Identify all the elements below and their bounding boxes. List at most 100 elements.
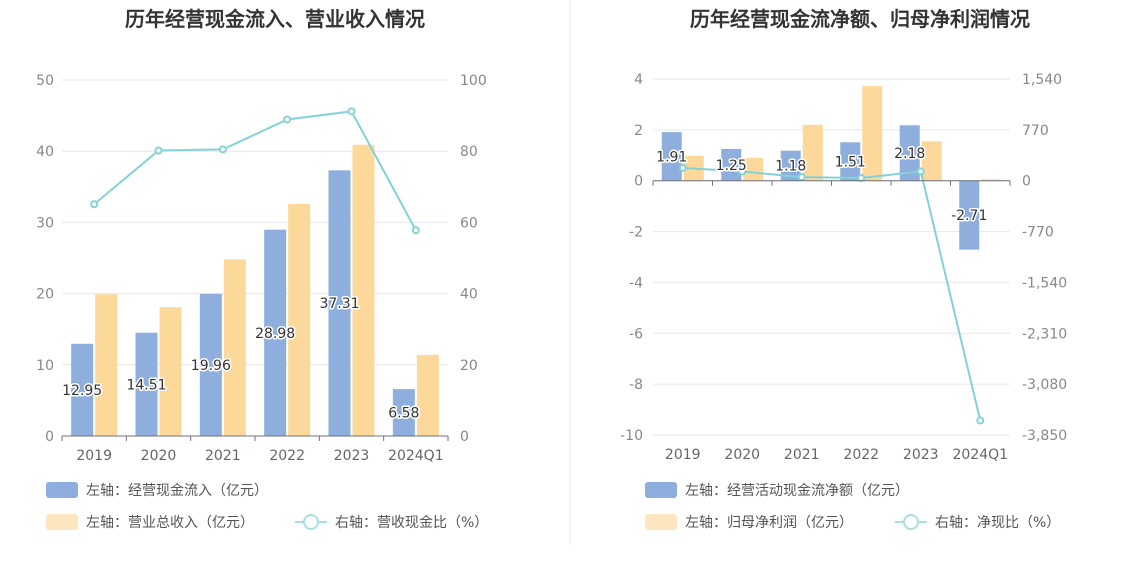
bar-data-label: 1.91 — [656, 149, 687, 165]
right-axis-tick-label: 0 — [1022, 174, 1031, 190]
right-axis-tick-label: 80 — [460, 144, 478, 160]
bar-secondary[interactable] — [159, 307, 182, 436]
bar-primary[interactable] — [135, 332, 158, 436]
legend-swatch-cash-inflow — [46, 482, 78, 498]
left-axis-tick-label: 30 — [36, 215, 54, 231]
bar-data-label: 1.51 — [835, 155, 866, 171]
right-axis-tick-label: -770 — [1022, 225, 1054, 241]
bar-primary[interactable] — [71, 343, 94, 436]
legend-label-cash-inflow: 左轴：经营现金流入（亿元） — [86, 483, 268, 499]
bar-secondary[interactable] — [921, 141, 942, 181]
bar-primary[interactable] — [328, 170, 351, 437]
left-axis-tick-label: 10 — [36, 358, 54, 374]
ratio-point[interactable] — [916, 167, 925, 176]
bar-data-label: 1.25 — [716, 158, 747, 174]
left-axis-tick-label: -4 — [629, 275, 643, 291]
bar-primary[interactable] — [899, 125, 920, 181]
left-axis-tick-label: 0 — [634, 174, 643, 190]
bar-data-label: 19.96 — [191, 358, 231, 374]
x-axis-tick-label: 2024Q1 — [952, 447, 1008, 463]
bar-primary[interactable] — [840, 142, 861, 181]
bar-data-label: 1.18 — [775, 159, 806, 175]
right-axis-tick-label: 1,540 — [1022, 72, 1062, 88]
right-axis-tick-label: -2,310 — [1022, 326, 1067, 342]
bar-secondary[interactable] — [743, 157, 764, 181]
left-axis-tick-label: 20 — [36, 287, 54, 303]
x-axis-tick-label: 2024Q1 — [388, 448, 444, 464]
bar-data-label: -2.71 — [951, 208, 987, 224]
x-axis-tick-label: 2020 — [141, 448, 177, 464]
bar-data-label: 28.98 — [255, 326, 295, 342]
left-axis-tick-label: 40 — [36, 144, 54, 160]
left-axis-tick-label: 4 — [634, 72, 643, 88]
right-axis-tick-label: 100 — [460, 73, 487, 89]
chart-legend[interactable]: 左轴：经营活动现金流净额（亿元） 左轴：归母净利润（亿元） 右轴：净现比（%） — [645, 482, 1060, 531]
legend-marker-ratio — [303, 514, 319, 530]
bar-primary[interactable] — [959, 180, 980, 250]
legend-label-ratio: 右轴：净现比（%） — [935, 515, 1060, 531]
ratio-point[interactable] — [857, 174, 866, 183]
ratio-point[interactable] — [797, 173, 806, 182]
ratio-point[interactable] — [976, 416, 985, 425]
bar-primary[interactable] — [199, 293, 222, 436]
x-axis-tick-label: 2021 — [784, 447, 820, 463]
bar-secondary[interactable] — [288, 203, 311, 436]
x-axis-tick-label: 2022 — [269, 448, 305, 464]
bar-data-label: 12.95 — [62, 383, 102, 399]
chart-title: 历年经营现金流净额、归母净利润情况 — [690, 7, 1030, 31]
x-axis-tick-label: 2023 — [903, 447, 939, 463]
x-axis-tick-label: 2019 — [665, 447, 701, 463]
net-cashflow-profit-chart: 历年经营现金流净额、归母净利润情况 1.91 1.25 1.18 1.51 2.18 -2… — [620, 7, 1067, 531]
right-axis-tick-label: 0 — [460, 429, 469, 445]
ratio-point[interactable] — [218, 145, 227, 154]
bar-primary[interactable] — [392, 389, 415, 436]
chart-title: 历年经营现金流入、营业收入情况 — [125, 7, 425, 31]
x-axis-tick-label: 2020 — [724, 447, 760, 463]
left-axis-tick-label: 2 — [634, 123, 643, 139]
left-axis-tick-label: -8 — [629, 377, 643, 393]
bar-primary[interactable] — [264, 229, 287, 436]
bar-primary[interactable] — [780, 150, 801, 181]
left-axis-tick-label: 0 — [45, 429, 54, 445]
bar-primary[interactable] — [721, 148, 742, 181]
bar-secondary[interactable] — [95, 294, 118, 436]
ratio-point[interactable] — [347, 107, 356, 116]
ratio-point[interactable] — [678, 163, 687, 172]
ratio-point[interactable] — [411, 226, 420, 235]
bar-secondary[interactable] — [223, 259, 246, 436]
bar-data-label: 14.51 — [126, 377, 166, 393]
bar-data-label: 6.58 — [388, 406, 419, 422]
x-axis-tick-label: 2023 — [334, 448, 370, 464]
ratio-line — [682, 166, 982, 421]
bar-secondary[interactable] — [802, 124, 823, 181]
x-axis-tick-label: 2022 — [843, 447, 879, 463]
right-axis-tick-label: 770 — [1022, 123, 1049, 139]
legend-label-net-profit: 左轴：归母净利润（亿元） — [685, 514, 853, 531]
right-axis-tick-label: 20 — [460, 358, 478, 374]
ratio-point[interactable] — [90, 200, 99, 209]
ratio-point[interactable] — [154, 146, 163, 155]
x-axis-tick-label: 2019 — [76, 448, 112, 464]
ratio-point[interactable] — [738, 167, 747, 176]
legend-marker-ratio — [903, 514, 919, 530]
left-axis-tick-label: -6 — [629, 326, 643, 342]
right-axis-tick-label: -1,540 — [1022, 275, 1067, 291]
left-axis-tick-label: 50 — [36, 73, 54, 89]
bar-primary[interactable] — [661, 132, 682, 181]
bar-data-label: 2.18 — [894, 146, 925, 162]
chart-legend[interactable]: 左轴：经营现金流入（亿元） 左轴：营业总收入（亿元） 右轴：营收现金比（%） — [46, 482, 488, 531]
cash-inflow-revenue-chart: 历年经营现金流入、营业收入情况 12.95 14.51 19.96 28.98 37.3… — [36, 7, 488, 531]
bar-secondary[interactable] — [416, 354, 439, 436]
ratio-point[interactable] — [283, 115, 292, 124]
bar-secondary[interactable] — [862, 86, 883, 181]
right-axis-tick-label: -3,850 — [1022, 428, 1067, 444]
legend-swatch-revenue — [46, 514, 78, 530]
bar-secondary[interactable] — [981, 179, 1002, 181]
right-axis-tick-label: -3,080 — [1022, 377, 1067, 393]
bar-data-label: 37.31 — [319, 296, 359, 312]
legend-swatch-net-profit — [645, 514, 677, 530]
right-axis-tick-label: 60 — [460, 215, 478, 231]
bar-secondary[interactable] — [352, 144, 375, 437]
legend-label-revenue: 左轴：营业总收入（亿元） — [86, 515, 254, 531]
